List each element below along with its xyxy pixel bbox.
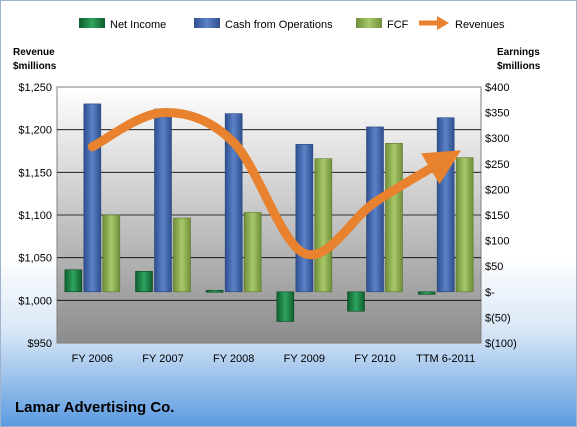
left-tick-label: $1,200 [18, 125, 52, 137]
right-tick-label: $250 [485, 159, 509, 171]
gridlines [57, 129, 481, 301]
bar-net-income [135, 271, 153, 293]
right-tick-label: $- [485, 287, 495, 299]
left-tick-label: $950 [28, 338, 52, 350]
company-name: Lamar Advertising Co. [15, 399, 175, 416]
legend-label-net-income: Net Income [110, 19, 166, 31]
bar-cash-from-operations [436, 117, 455, 293]
right-tick-label: $50 [485, 261, 503, 273]
bar-cash-from-operations [83, 103, 102, 293]
right-axis-title-line2: $millions [497, 61, 541, 72]
left-axis-title-line2: $millions [13, 61, 57, 72]
legend-label-fcf: FCF [387, 19, 409, 31]
legend-label-cash-from-operations: Cash from Operations [225, 19, 333, 31]
revenue-line [87, 108, 462, 260]
category-label: FY 2006 [72, 353, 113, 365]
legend-label-revenues: Revenues [455, 19, 505, 31]
left-axis-title-line1: Revenue [13, 47, 55, 58]
bar-cash-from-operations [224, 113, 243, 293]
legend-swatch-cash-from-operations [194, 18, 220, 28]
bar-fcf [385, 143, 403, 293]
bar-cash-from-operations [295, 144, 314, 293]
legend: Net Income Cash from Operations FCF Reve… [79, 16, 505, 31]
right-tick-label: $200 [485, 184, 509, 196]
right-tick-label: $(50) [485, 312, 511, 324]
category-label: FY 2008 [213, 353, 254, 365]
left-tick-label: $1,000 [18, 295, 52, 307]
category-label: FY 2009 [284, 353, 325, 365]
revenue-line-layer [87, 108, 462, 260]
bar-fcf [173, 217, 191, 293]
legend-swatch-net-income [79, 18, 105, 28]
left-tick-label: $1,150 [18, 167, 52, 179]
bar-net-income [347, 291, 365, 312]
bar-net-income [205, 289, 224, 293]
right-tick-label: $100 [485, 236, 509, 248]
left-tick-label: $1,050 [18, 253, 52, 265]
bar-net-income [417, 291, 436, 295]
bar-net-income [64, 269, 83, 293]
legend-swatch-fcf [356, 18, 382, 28]
category-label: TTM 6-2011 [416, 353, 475, 365]
bar-fcf [455, 157, 474, 293]
left-tick-label: $1,100 [18, 210, 52, 222]
category-labels: FY 2006 FY 2007 FY 2008 FY 2009 FY 2010 TTM 6… [72, 353, 476, 365]
right-tick-label: $(100) [485, 338, 517, 350]
bar-fcf [314, 158, 333, 293]
left-axis-ticks: $950 $1,000 $1,050 $1,100 $1,150 $1,200 $1,250 [18, 82, 52, 350]
category-label: FY 2010 [354, 353, 395, 365]
right-axis-title-line1: Earnings [497, 47, 540, 58]
category-label: FY 2007 [142, 353, 183, 365]
bar-cash-from-operations [154, 108, 172, 293]
bar-fcf [102, 214, 121, 293]
right-tick-label: $300 [485, 133, 509, 145]
right-axis-ticks: $(100) $(50) $- $50 $100 $150 $200 $250 $300 $350… [485, 82, 517, 350]
bar-fcf [243, 212, 262, 293]
bar-net-income [276, 291, 295, 322]
legend-arrow-revenues [437, 16, 449, 30]
left-tick-label: $1,250 [18, 82, 52, 94]
right-tick-label: $350 [485, 108, 509, 120]
right-tick-label: $400 [485, 82, 509, 94]
right-tick-label: $150 [485, 210, 509, 222]
